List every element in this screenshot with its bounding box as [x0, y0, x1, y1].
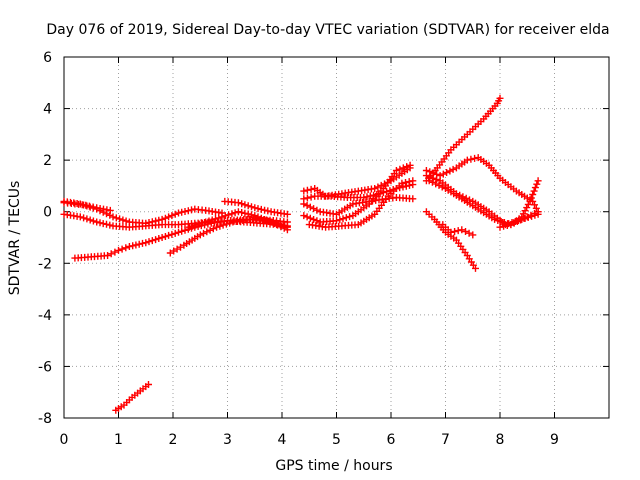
series-track-8 [112, 381, 152, 414]
y-tick-label: -8 [38, 411, 52, 427]
data-point-markers [300, 194, 417, 218]
x-tick-label: 3 [223, 432, 232, 448]
x-axis-label: GPS time / hours [275, 458, 392, 474]
y-tick-label: -6 [38, 359, 52, 375]
data-point-markers [60, 199, 114, 214]
x-tick-label: 9 [550, 432, 559, 448]
data-point-markers [422, 208, 479, 272]
series-track-20 [496, 177, 542, 231]
data-point-markers [221, 197, 291, 218]
y-axis-label: SDTVAR / TECUs [7, 181, 23, 296]
x-tick-label: 6 [387, 432, 396, 448]
data-point-markers [112, 381, 152, 414]
data-point-markers [300, 181, 417, 203]
y-tick-label: -4 [38, 308, 52, 324]
y-tick-label: 2 [43, 153, 52, 169]
data-point-markers [305, 177, 417, 231]
data-points [60, 94, 542, 414]
x-tick-label: 0 [60, 432, 69, 448]
data-point-markers [185, 208, 291, 234]
series-track-19 [439, 221, 477, 239]
y-tick-label: 0 [43, 205, 52, 221]
chart-title: Day 076 of 2019, Sidereal Day-to-day VTE… [46, 22, 609, 38]
series-track-13 [300, 181, 417, 203]
y-tick-label: 6 [43, 50, 52, 66]
y-tick-label: -2 [38, 256, 52, 272]
x-tick-label: 8 [496, 432, 505, 448]
data-point-markers [496, 177, 542, 231]
series-track-10 [300, 194, 417, 218]
y-tick-label: 4 [43, 102, 52, 118]
series-track-18 [422, 208, 479, 272]
axis-ticks: 0 1 2 3 4 5 6 7 8 9 -8 -6 -4 -2 0 2 4 6 [38, 50, 609, 448]
series-track-6 [185, 208, 291, 234]
x-tick-label: 1 [114, 432, 123, 448]
series-track-11 [305, 177, 417, 231]
series-track-7 [221, 197, 291, 218]
x-tick-label: 7 [441, 432, 450, 448]
x-tick-label: 2 [169, 432, 178, 448]
x-tick-label: 4 [278, 432, 287, 448]
grid [64, 57, 609, 418]
series-track-2 [60, 199, 114, 214]
data-point-markers [439, 221, 477, 239]
x-tick-label: 5 [332, 432, 341, 448]
